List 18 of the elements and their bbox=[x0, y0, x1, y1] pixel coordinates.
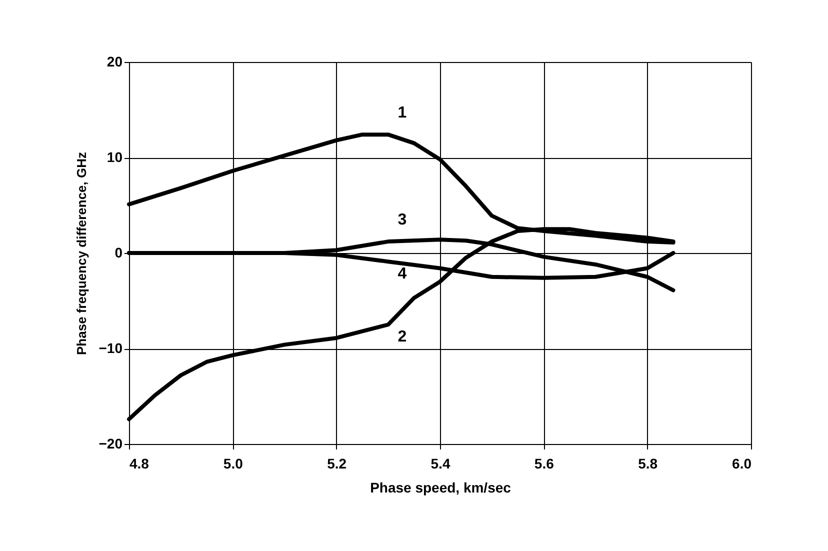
y-axis-title: Phase frequency difference, GHz bbox=[74, 151, 89, 356]
x-tick-label: 5.2 bbox=[327, 456, 347, 472]
y-tick-label: −20 bbox=[98, 436, 123, 452]
x-tick-label: 5.6 bbox=[534, 456, 554, 472]
y-tick-label: 20 bbox=[106, 54, 123, 70]
x-tick-label: 5.8 bbox=[638, 456, 658, 472]
series-label: 2 bbox=[398, 328, 407, 346]
x-tick-label: 5.4 bbox=[430, 456, 450, 472]
y-tick-label: 10 bbox=[106, 149, 123, 165]
y-tick-label: 0 bbox=[114, 244, 123, 260]
series-label: 3 bbox=[398, 212, 407, 229]
x-axis-title: Phase speed, km/sec bbox=[370, 480, 512, 496]
series-label: 1 bbox=[398, 104, 407, 122]
x-tick-label: 6.0 bbox=[732, 456, 752, 472]
series-label: 4 bbox=[398, 266, 407, 283]
x-tick-label: 4.8 bbox=[130, 456, 150, 472]
y-tick-label: −10 bbox=[98, 340, 123, 356]
x-tick-label: 5.0 bbox=[223, 456, 244, 472]
